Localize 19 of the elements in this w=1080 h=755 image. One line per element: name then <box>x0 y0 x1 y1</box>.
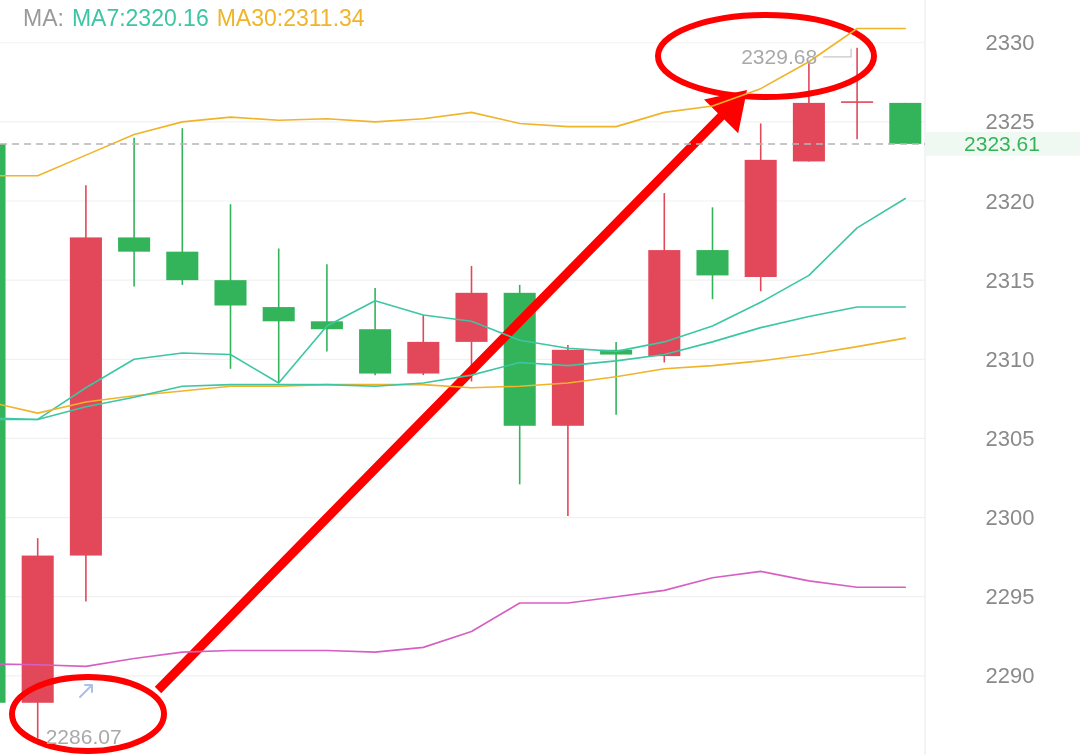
ref-line-label: 2323.61 <box>964 132 1040 156</box>
candlestick <box>310 263 343 353</box>
y-tick-label: 2295 <box>985 584 1035 610</box>
y-tick-label: 2305 <box>985 425 1035 451</box>
text: MA7:2320.16 <box>71 5 209 31</box>
annotation: 2286.07 <box>45 724 122 748</box>
candlestick <box>118 136 151 288</box>
legend-title: MA: <box>23 5 64 31</box>
y-tick-label: 2320 <box>985 188 1035 214</box>
y-tick-label: 2300 <box>985 505 1035 531</box>
y-tick-label: 2310 <box>985 346 1035 372</box>
y-tick-label: 2330 <box>985 30 1035 56</box>
annotation: 2329.68 <box>741 45 818 69</box>
text: MA30:2311.34 <box>216 5 365 31</box>
y-tick-label: 2325 <box>985 109 1035 135</box>
y-tick-label: 2315 <box>985 267 1035 293</box>
candlestick <box>841 47 874 141</box>
candlestick <box>262 247 295 384</box>
y-tick-label: 2290 <box>985 663 1035 689</box>
